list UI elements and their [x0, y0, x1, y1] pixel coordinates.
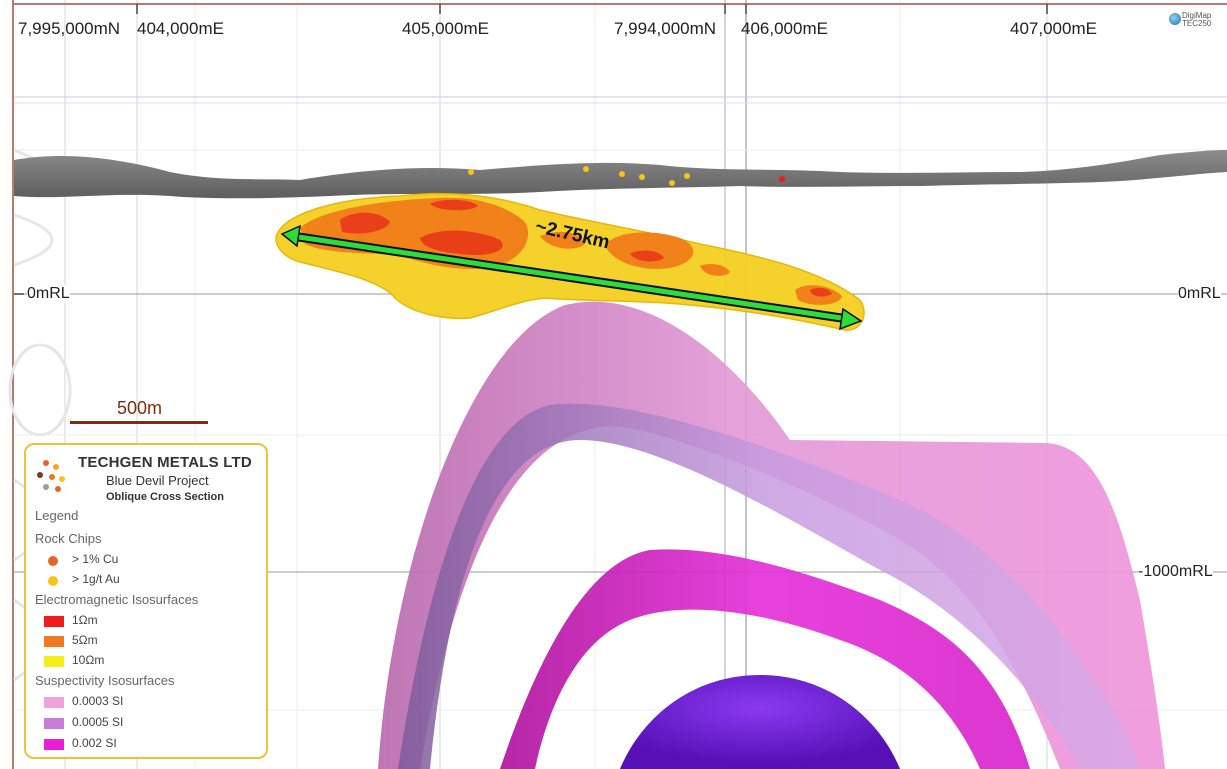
rl-label-right-zero: 0mRL	[1178, 285, 1221, 303]
legend-swatch-10-ohm	[44, 656, 64, 667]
section-frame	[12, 0, 1227, 769]
legend-heading: Legend	[35, 508, 79, 523]
distance-arrow	[280, 224, 863, 331]
legend-item-label: 1Ωm	[72, 613, 98, 627]
legend-panel: TECHGEN METALS LTD Blue Devil Project Ob…	[24, 443, 268, 759]
isosurface-002-si	[500, 549, 1030, 769]
company-name: TECHGEN METALS LTD	[78, 454, 252, 471]
section-name: Oblique Cross Section	[106, 491, 224, 503]
legend-swatch-5-ohm	[44, 636, 64, 647]
legend-group-title: Suspectivity Isosurfaces	[35, 673, 175, 688]
scale-bar	[70, 421, 208, 424]
legend-swatch-0005-si	[44, 718, 64, 729]
branding-label: DigiMap TEC250	[1182, 11, 1212, 28]
rl-label-left-zero: 0mRL	[27, 285, 70, 303]
em-isosurface-1-ohm	[340, 199, 832, 297]
coord-label-404000mE: 404,000mE	[137, 19, 224, 38]
legend-item-label: 5Ωm	[72, 633, 98, 647]
legend-item-label: > 1% Cu	[72, 552, 119, 566]
isosurface-core	[620, 675, 900, 769]
coord-label-407000mE: 407,000mE	[1010, 19, 1097, 38]
legend-item-label: 0.002 SI	[72, 736, 117, 750]
coord-label-405000mE: 405,000mE	[402, 19, 489, 38]
coord-label-7995000mN: 7,995,000mN	[18, 19, 121, 38]
rl-label-right-minus-1000: -1000mRL	[1138, 563, 1213, 581]
coord-label-7994000mN: 7,994,000mN	[614, 19, 717, 38]
legend-swatch-0003-si	[44, 697, 64, 708]
legend-group-title: Rock Chips	[35, 531, 102, 546]
legend-swatch-002-si	[44, 739, 64, 750]
globe-icon	[1169, 13, 1181, 25]
company-logo-icon	[37, 460, 65, 492]
project-name: Blue Devil Project	[106, 473, 209, 488]
legend-item-label: 0.0005 SI	[72, 715, 124, 729]
legend-swatch-cu	[48, 556, 58, 566]
legend-swatch-1-ohm	[44, 616, 64, 627]
scale-bar-label: 500m	[117, 398, 163, 418]
isosurface-0005-si	[398, 403, 1140, 769]
rock-chip-dots	[468, 166, 785, 186]
legend-item-label: > 1g/t Au	[72, 572, 120, 586]
legend-item-label: 10Ωm	[72, 653, 105, 667]
legend-swatch-au	[48, 576, 58, 586]
legend-group-title: Electromagnetic Isosurfaces	[35, 592, 199, 607]
coord-label-406000mE: 406,000mE	[741, 19, 828, 38]
legend-item-label: 0.0003 SI	[72, 694, 124, 708]
